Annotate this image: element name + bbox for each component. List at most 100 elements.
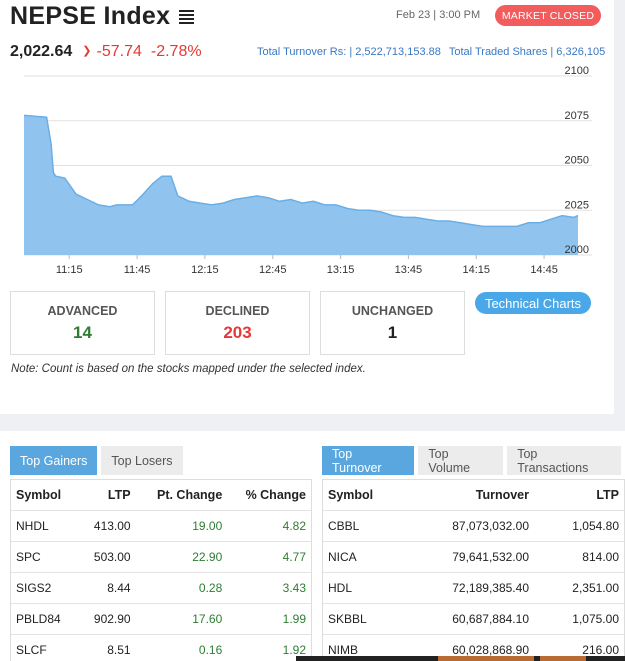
y-tick-label: 2000: [565, 244, 589, 256]
index-change: -57.74: [96, 43, 142, 60]
value-cell: 4.77: [282, 550, 306, 564]
y-tick-label: 2100: [565, 65, 589, 77]
value-cell: 79,641,532.00: [452, 550, 529, 564]
value-cell: 1,054.80: [572, 519, 619, 533]
value-cell: 503.00: [93, 550, 131, 564]
value-cell: 3.43: [282, 581, 306, 595]
index-value: 2,022.64: [10, 43, 73, 60]
column-header[interactable]: LTP: [596, 488, 619, 502]
x-tick-label: 13:45: [395, 264, 423, 276]
column-header[interactable]: Pt. Change: [156, 488, 223, 502]
unchanged-label: UNCHANGED: [351, 304, 434, 318]
table-row[interactable]: SIGS2 8.44 0.28 3.43: [11, 573, 311, 604]
total-traded-shares: Total Traded Shares | 6,326,105: [448, 46, 606, 58]
index-change-percent: -2.78%: [150, 43, 202, 60]
index-area-series: [24, 115, 578, 256]
unchanged-count: 1: [387, 323, 398, 342]
index-intraday-chart[interactable]: 2100 2075 2050 2025 2000 11:15 11:45 12:15 12:4…: [0, 64, 614, 284]
value-cell: 87,073,032.00: [452, 519, 529, 533]
column-header[interactable]: LTP: [107, 488, 131, 502]
table-row[interactable]: HDL 72,189,385.40 2,351.00: [323, 573, 624, 604]
symbol-cell[interactable]: CBBL: [328, 519, 360, 533]
market-status-badge: MARKET CLOSED: [495, 5, 601, 26]
column-header[interactable]: Turnover: [475, 488, 529, 502]
turnover-tabs: Top Turnover Top Volume Top Transactions: [322, 446, 625, 475]
table-row[interactable]: NHDL 413.00 19.00 4.82: [11, 511, 311, 542]
value-cell: 8.44: [107, 581, 131, 595]
symbol-cell[interactable]: SIGS2: [16, 581, 52, 595]
chevron-down-icon: ❯: [82, 45, 92, 57]
tab-top-volume[interactable]: Top Volume: [418, 446, 504, 475]
value-cell: 0.28: [198, 581, 223, 595]
table-row[interactable]: NICA 79,641,532.00 814.00: [323, 542, 624, 573]
value-cell: 1,075.00: [572, 612, 619, 626]
tab-top-gainers[interactable]: Top Gainers: [10, 446, 98, 475]
value-cell: 413.00: [93, 519, 131, 533]
value-cell: 60,687,884.10: [452, 612, 529, 626]
x-tick-label: 11:45: [124, 264, 151, 276]
symbol-cell[interactable]: SLCF: [16, 643, 47, 657]
symbol-cell[interactable]: HDL: [328, 581, 353, 595]
tab-top-losers[interactable]: Top Losers: [101, 446, 183, 475]
count-note: Note: Count is based on the stocks mappe…: [11, 363, 366, 375]
menu-icon[interactable]: [179, 9, 195, 24]
table-row[interactable]: SPC 503.00 22.90 4.77: [11, 542, 311, 573]
x-tick-label: 14:45: [530, 264, 558, 276]
value-cell: 60,028,868.90: [452, 643, 529, 657]
value-cell: 1.99: [282, 612, 306, 626]
table-header-row: Symbol LTP Pt. Change % Change: [11, 480, 311, 511]
value-cell: 0.16: [198, 643, 223, 657]
turnover-summary: Total Turnover Rs: | 2,522,713,153.88 Tot…: [257, 46, 605, 58]
value-cell: 17.60: [192, 612, 223, 626]
value-cell: 216.00: [582, 643, 619, 657]
technical-charts-button[interactable]: Technical Charts: [475, 292, 591, 314]
column-header[interactable]: % Change: [245, 488, 306, 502]
tab-top-turnover[interactable]: Top Turnover: [322, 446, 415, 475]
gainers-tabs: Top Gainers Top Losers: [10, 446, 187, 475]
index-summary-card: NEPSE Index Feb 23 | 3:00 PM MARKET CLOS…: [0, 0, 614, 414]
value-cell: 8.51: [107, 643, 131, 657]
x-tick-label: 12:45: [259, 264, 287, 276]
symbol-cell[interactable]: SPC: [16, 550, 41, 564]
table-row[interactable]: SLCF 8.51 0.16 1.92: [11, 635, 311, 661]
table-row[interactable]: SKBBL 60,687,884.10 1,075.00: [323, 604, 624, 635]
table-row[interactable]: NIMB 60,028,868.90 216.00: [323, 635, 624, 661]
symbol-cell[interactable]: PBLD84: [16, 612, 61, 626]
column-header[interactable]: Symbol: [16, 488, 62, 502]
declined-stat: DECLINED 203: [165, 291, 310, 355]
declined-count: 203: [223, 323, 252, 342]
title-row: NEPSE Index: [10, 2, 195, 31]
y-tick-label: 2075: [565, 110, 589, 122]
table-header-row: Symbol Turnover LTP: [323, 480, 624, 511]
value-cell: 814.00: [582, 550, 619, 564]
market-date: Feb 23 | 3:00 PM: [396, 9, 481, 21]
index-line-series: [23, 114, 579, 228]
turnover-table: Symbol Turnover LTP CBBL 87,073,032.00 1,054.…: [322, 479, 625, 661]
value-cell: 72,189,385.40: [452, 581, 529, 595]
column-header[interactable]: Symbol: [328, 488, 374, 502]
symbol-cell[interactable]: NIMB: [328, 643, 358, 657]
x-tick-label: 14:15: [462, 264, 490, 276]
advanced-label: ADVANCED: [47, 304, 118, 318]
y-tick-label: 2025: [565, 199, 589, 211]
symbol-cell[interactable]: NICA: [328, 550, 357, 564]
advanced-count: 14: [73, 323, 92, 342]
symbol-cell[interactable]: SKBBL: [328, 612, 367, 626]
declined-label: DECLINED: [205, 304, 270, 318]
x-tick-label: 12:15: [191, 264, 219, 276]
table-row[interactable]: CBBL 87,073,032.00 1,054.80: [323, 511, 624, 542]
value-cell: 19.00: [192, 519, 223, 533]
advanced-stat: ADVANCED 14: [10, 291, 155, 355]
value-cell: 2,351.00: [572, 581, 619, 595]
total-turnover: Total Turnover Rs: | 2,522,713,153.88: [257, 46, 441, 58]
gainers-panel: Top Gainers Top Losers Symbol LTP Pt. Chang…: [0, 431, 314, 661]
turnover-panel: Top Turnover Top Volume Top Transactions S…: [314, 431, 625, 661]
y-tick-label: 2050: [565, 155, 589, 167]
symbol-cell[interactable]: NHDL: [16, 519, 49, 533]
bottom-scroll-strip: [296, 656, 625, 661]
page-title: NEPSE Index: [10, 2, 171, 30]
table-row[interactable]: PBLD84 902.90 17.60 1.99: [11, 604, 311, 635]
tab-top-transactions[interactable]: Top Transactions: [507, 446, 621, 475]
value-cell: 4.82: [282, 519, 306, 533]
value-cell: 902.90: [93, 612, 131, 626]
